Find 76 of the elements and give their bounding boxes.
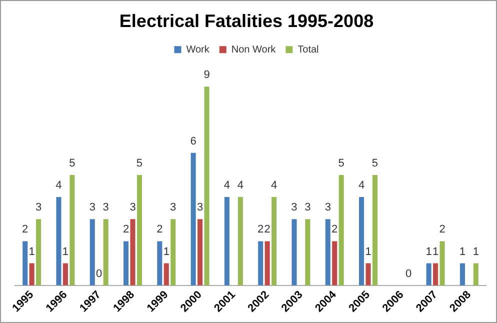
bar — [136, 174, 142, 286]
bar — [36, 219, 42, 286]
bar — [338, 174, 344, 286]
data-label: 1 — [426, 246, 432, 258]
data-label: 5 — [338, 158, 344, 170]
bar — [238, 197, 243, 286]
data-label: 5 — [69, 158, 76, 170]
data-label: 1 — [163, 246, 170, 258]
bar — [272, 197, 277, 286]
data-label: 1 — [365, 246, 372, 258]
bar — [90, 219, 95, 286]
bar — [164, 263, 169, 286]
bar — [372, 174, 378, 286]
data-label: 3 — [196, 202, 204, 214]
bar — [292, 219, 297, 286]
data-label: 5 — [372, 158, 378, 170]
data-label: 0 — [406, 268, 412, 280]
data-label: 3 — [291, 202, 298, 214]
data-label: 3 — [89, 202, 96, 214]
data-label: 3 — [130, 202, 136, 214]
data-label: 2 — [122, 224, 130, 236]
data-label: 9 — [204, 69, 210, 82]
chart-title: Electrical Fatalities 1995-2008 — [119, 10, 374, 31]
bar — [426, 263, 432, 286]
legend-label: Work — [186, 44, 210, 56]
bar — [460, 263, 465, 286]
data-label: 1 — [62, 246, 69, 258]
data-label: 2 — [439, 224, 446, 236]
bar — [204, 86, 210, 286]
data-label: 3 — [304, 202, 311, 214]
bar — [325, 219, 330, 286]
data-label: 2 — [156, 224, 163, 236]
bar — [22, 241, 28, 286]
bar — [124, 241, 129, 286]
data-label: 1 — [459, 246, 466, 258]
data-label: 2 — [264, 224, 270, 236]
data-label: 4 — [224, 180, 230, 192]
bar — [130, 219, 136, 286]
bar — [440, 241, 445, 286]
bar — [157, 241, 162, 286]
data-label: 2 — [258, 224, 264, 236]
bar — [359, 197, 364, 286]
data-label: 0 — [96, 268, 102, 280]
bar — [170, 219, 176, 286]
bar — [433, 263, 438, 286]
data-label: 3 — [35, 202, 42, 214]
bar — [264, 241, 270, 286]
bar — [62, 263, 68, 286]
data-label: 4 — [237, 180, 244, 192]
bar — [366, 263, 371, 286]
data-label: 4 — [56, 180, 62, 192]
bar — [332, 241, 338, 286]
bar — [473, 263, 478, 286]
data-label: 4 — [358, 180, 365, 192]
data-label: 3 — [170, 202, 176, 214]
bar — [103, 219, 108, 286]
data-label: 1 — [472, 246, 479, 258]
data-label: 1 — [432, 246, 439, 258]
data-label: 3 — [102, 202, 109, 214]
legend-label: Non Work — [231, 44, 277, 56]
data-label: 2 — [22, 224, 28, 236]
data-label: 5 — [136, 158, 143, 170]
bar — [258, 241, 264, 286]
legend-label: Total — [298, 44, 319, 56]
data-label: 6 — [190, 135, 196, 148]
bar — [224, 197, 230, 286]
data-label: 2 — [332, 224, 338, 236]
bar — [70, 174, 75, 286]
bar — [190, 152, 196, 286]
bar — [198, 219, 203, 286]
bar — [29, 263, 34, 286]
data-label: 3 — [324, 202, 331, 214]
bar — [305, 219, 310, 286]
bar — [56, 197, 62, 286]
data-label: 1 — [28, 246, 35, 258]
data-label: 4 — [270, 180, 278, 192]
